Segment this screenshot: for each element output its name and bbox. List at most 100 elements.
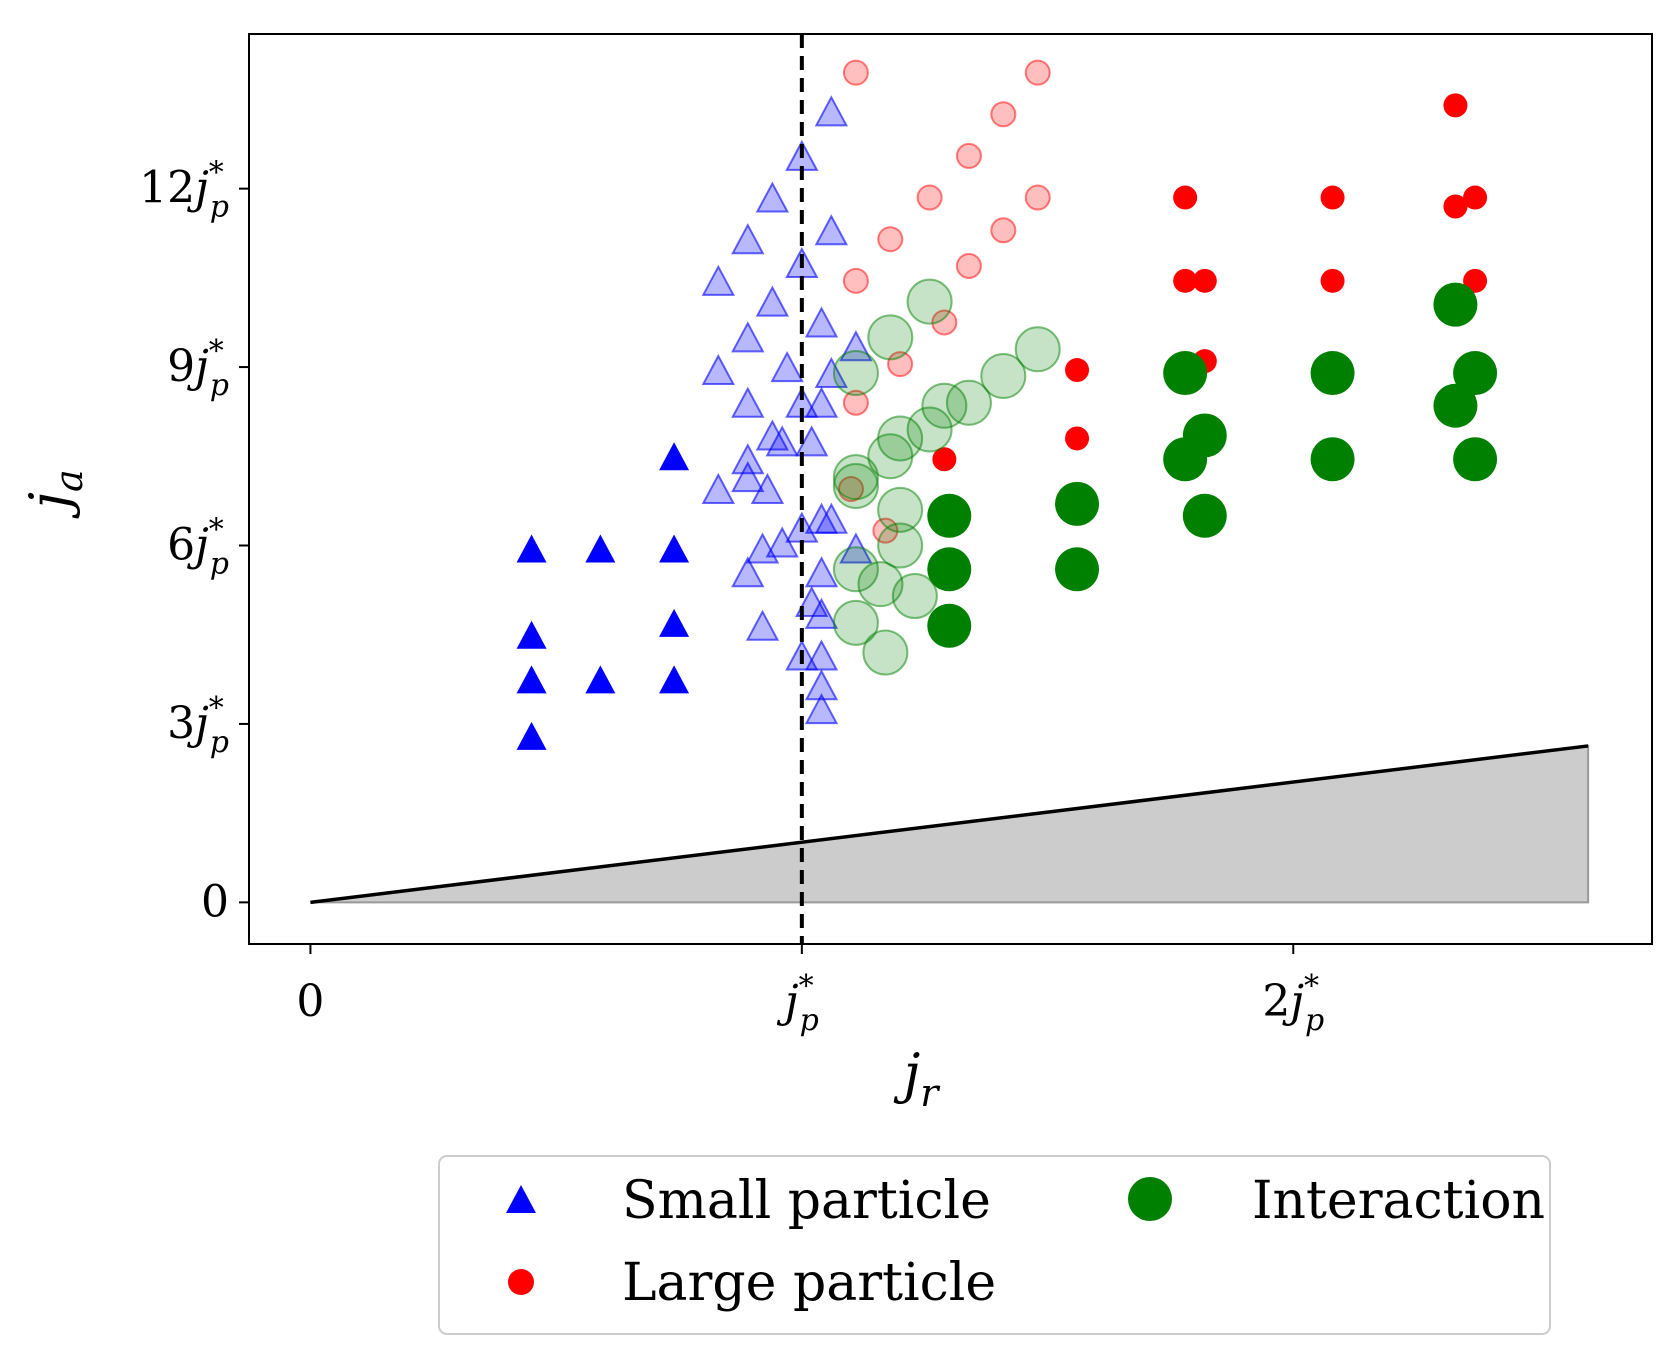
data-point <box>906 278 953 325</box>
data-point <box>990 101 1017 128</box>
data-point <box>804 692 839 725</box>
data-point <box>1320 185 1345 210</box>
data-point <box>980 352 1027 399</box>
data-point <box>516 665 547 694</box>
data-point <box>804 556 839 588</box>
y-tick-label: 6j* p <box>167 513 229 582</box>
data-point <box>516 534 547 563</box>
data-point <box>1310 351 1355 396</box>
data-point <box>877 486 924 533</box>
data-point <box>990 217 1017 244</box>
data-point <box>921 382 968 429</box>
legend-marker-small-particle <box>506 1185 536 1213</box>
legend-marker-interaction <box>1128 1177 1172 1221</box>
data-point <box>585 534 616 563</box>
data-point <box>731 443 765 475</box>
data-point <box>701 264 735 296</box>
data-point <box>842 389 869 416</box>
data-point <box>731 386 765 418</box>
data-point <box>814 502 849 534</box>
x-tick-label: j* p <box>776 969 819 1038</box>
data-point <box>877 522 924 569</box>
data-point <box>804 386 839 418</box>
series-0 <box>516 442 690 750</box>
x-tick-label: 0 <box>296 976 324 1027</box>
y-axis: 0 3j* p 6j* p 9j* p 12j* p <box>139 156 249 927</box>
data-point <box>1443 194 1468 219</box>
data-point <box>1433 383 1478 428</box>
data-point <box>1024 184 1051 211</box>
data-point <box>814 214 849 246</box>
data-point <box>1065 358 1090 383</box>
y-tick-label: 12j* p <box>139 156 229 225</box>
data-point <box>731 223 765 255</box>
data-point <box>1310 437 1355 482</box>
y-tick-label: 0 <box>201 876 229 927</box>
data-point <box>1014 326 1061 373</box>
series-2 <box>837 59 1051 544</box>
data-point <box>1065 426 1090 451</box>
data-point <box>765 425 799 457</box>
legend: Small particle Large particle Interactio… <box>438 1155 1551 1335</box>
data-point <box>1163 351 1208 396</box>
data-point <box>755 181 790 213</box>
legend-marker-large-particle <box>508 1269 534 1295</box>
data-point <box>1182 493 1227 538</box>
data-point <box>659 665 690 694</box>
data-point <box>955 252 982 279</box>
data-point <box>832 546 879 593</box>
x-axis-title: jr <box>894 1042 942 1115</box>
legend-label-interaction: Interaction <box>1252 1171 1545 1231</box>
data-point <box>1320 268 1345 293</box>
data-point <box>585 665 616 694</box>
series-1 <box>701 95 873 725</box>
data-point <box>932 447 957 472</box>
data-point <box>1453 351 1498 396</box>
y-axis-title: ja <box>18 469 91 518</box>
data-point <box>842 59 869 86</box>
data-point <box>927 603 972 648</box>
data-point <box>955 142 982 169</box>
data-point <box>945 379 992 426</box>
legend-box <box>438 1155 1551 1335</box>
data-point <box>516 721 547 750</box>
data-point <box>659 442 690 471</box>
data-point <box>832 599 879 646</box>
legend-label-small-particle: Small particle <box>622 1171 991 1231</box>
data-point <box>862 629 909 676</box>
data-point <box>832 350 879 397</box>
data-point <box>804 639 839 671</box>
data-point <box>731 460 765 493</box>
series-3 <box>932 93 1488 472</box>
data-point <box>1024 59 1051 86</box>
data-point <box>1453 437 1498 482</box>
data-point <box>842 267 869 294</box>
data-point <box>731 556 765 588</box>
data-point <box>750 472 785 504</box>
y-tick-label: 3j* p <box>167 691 229 760</box>
boundary-line <box>310 744 1589 905</box>
data-point <box>916 184 943 211</box>
series-4 <box>832 278 1061 676</box>
boundary-region <box>310 744 1590 905</box>
legend-label-large-particle: Large particle <box>622 1253 996 1313</box>
data-point <box>891 573 938 620</box>
y-tick-label: 9j* p <box>167 334 229 403</box>
data-point <box>1055 547 1100 592</box>
plot-frame <box>248 33 1653 945</box>
data-point <box>1163 437 1208 482</box>
data-point <box>659 534 690 563</box>
data-point <box>814 95 849 127</box>
data-point <box>1192 268 1217 293</box>
data-point <box>857 561 904 608</box>
series-5 <box>927 282 1498 648</box>
data-point <box>804 597 839 629</box>
data-point <box>755 419 790 451</box>
data-point <box>755 285 790 317</box>
data-point <box>516 620 547 649</box>
data-point <box>867 314 914 361</box>
data-points <box>516 59 1498 750</box>
data-point <box>745 609 780 641</box>
data-point <box>804 669 839 701</box>
